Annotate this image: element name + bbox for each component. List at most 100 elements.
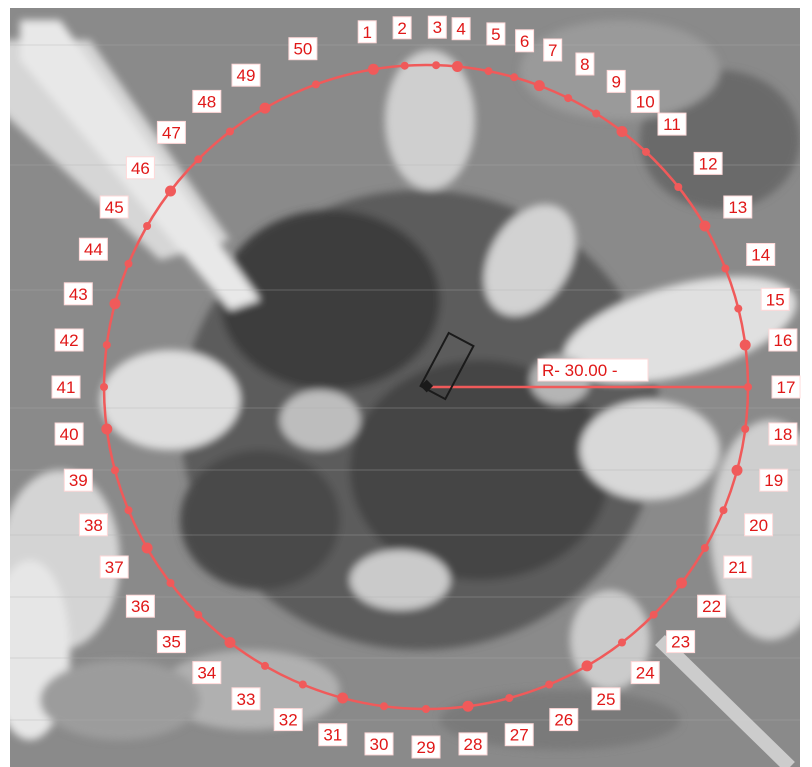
- point-label-text: 24: [636, 664, 655, 683]
- point-label-39: 39: [63, 468, 93, 492]
- point-label-2: 2: [392, 16, 412, 40]
- point-label-13: 13: [723, 195, 753, 219]
- point-label-text: 44: [84, 240, 103, 259]
- point-label-37: 37: [99, 555, 129, 579]
- center-marker: [419, 331, 475, 401]
- sample-point-35: [194, 610, 203, 619]
- point-label-5: 5: [486, 22, 506, 46]
- point-label-12: 12: [693, 151, 723, 175]
- sample-point-18: [741, 425, 750, 433]
- point-label-21: 21: [723, 555, 753, 579]
- sample-point-11: [642, 147, 650, 156]
- point-label-text: 14: [751, 246, 770, 265]
- point-label-47: 47: [156, 120, 186, 144]
- sample-point-29: [422, 705, 430, 713]
- sample-point-44: [124, 259, 133, 268]
- point-label-27: 27: [504, 723, 534, 747]
- sample-point-4: [451, 61, 463, 72]
- sample-point-37: [141, 542, 153, 554]
- point-label-text: 15: [766, 290, 785, 309]
- point-label-text: 46: [131, 159, 150, 178]
- sample-point-8: [564, 94, 573, 103]
- point-label-3: 3: [427, 15, 447, 39]
- sample-point-24: [618, 638, 626, 647]
- point-label-text: 47: [162, 123, 181, 142]
- point-label-text: 35: [162, 633, 181, 652]
- sample-point-21: [700, 544, 709, 552]
- point-label-text: 3: [433, 18, 442, 37]
- sample-point-22: [676, 577, 687, 589]
- point-label-text: 12: [699, 154, 718, 173]
- point-label-text: 8: [580, 55, 589, 74]
- sample-point-45: [143, 222, 152, 230]
- point-label-text: 11: [663, 115, 681, 134]
- point-label-43: 43: [63, 282, 93, 306]
- point-label-text: 26: [554, 711, 573, 730]
- sample-point-33: [261, 661, 269, 670]
- point-label-text: 33: [237, 690, 256, 709]
- point-label-17: 17: [771, 375, 801, 399]
- point-label-8: 8: [575, 52, 595, 76]
- point-label-14: 14: [746, 243, 776, 266]
- point-label-36: 36: [125, 594, 155, 618]
- point-label-text: 48: [197, 92, 216, 111]
- sample-point-17: [744, 383, 752, 391]
- sample-point-7: [533, 80, 545, 92]
- point-label-text: 20: [749, 516, 768, 535]
- point-label-22: 22: [697, 594, 727, 618]
- point-label-40: 40: [54, 422, 84, 446]
- point-label-text: 2: [397, 19, 406, 38]
- point-label-29: 29: [411, 735, 441, 759]
- point-label-text: 28: [464, 735, 483, 754]
- point-label-41: 41: [51, 375, 81, 399]
- sample-point-16: [739, 339, 751, 351]
- point-label-26: 26: [549, 708, 579, 732]
- point-label-text: 40: [60, 425, 79, 444]
- sample-point-10: [616, 126, 628, 137]
- point-label-text: 50: [293, 40, 312, 59]
- sample-point-48: [226, 127, 234, 136]
- point-label-38: 38: [78, 513, 108, 537]
- point-label-1: 1: [357, 20, 377, 44]
- sample-point-28: [462, 700, 474, 712]
- point-label-text: 4: [456, 20, 465, 39]
- sample-point-43: [109, 298, 121, 310]
- point-label-31: 31: [318, 723, 348, 747]
- point-label-11: 11: [657, 112, 687, 136]
- radius-label: R- 30.00 -: [537, 358, 649, 382]
- point-label-text: 45: [105, 198, 124, 217]
- point-label-46: 46: [125, 156, 155, 180]
- sample-point-46: [165, 185, 176, 197]
- point-label-text: 38: [84, 516, 103, 535]
- sample-point-5: [484, 67, 493, 76]
- sample-point-2: [400, 61, 409, 70]
- point-label-30: 30: [364, 732, 394, 756]
- point-label-20: 20: [744, 513, 774, 537]
- radius-label-text: R- 30.00 -: [542, 361, 618, 380]
- point-label-text: 9: [611, 72, 620, 91]
- point-label-text: 5: [491, 25, 500, 44]
- point-label-text: 31: [323, 726, 342, 745]
- point-label-50: 50: [288, 37, 318, 61]
- sample-point-34: [224, 637, 236, 648]
- point-label-16: 16: [768, 328, 798, 352]
- point-label-text: 29: [417, 738, 436, 757]
- sample-point-32: [298, 680, 307, 689]
- point-label-23: 23: [666, 630, 696, 654]
- point-label-34: 34: [192, 661, 222, 685]
- point-label-text: 41: [57, 378, 76, 397]
- point-label-text: 32: [279, 711, 298, 730]
- point-label-text: 49: [237, 66, 256, 85]
- point-label-10: 10: [630, 89, 660, 113]
- point-label-text: 23: [671, 633, 690, 652]
- sample-point-30: [380, 702, 388, 711]
- point-label-text: 16: [773, 331, 792, 350]
- sample-point-47: [194, 155, 203, 164]
- point-label-18: 18: [768, 422, 798, 446]
- sample-point-19: [731, 464, 743, 476]
- point-label-4: 4: [451, 17, 471, 41]
- point-label-19: 19: [759, 468, 789, 492]
- point-label-text: 6: [520, 32, 529, 51]
